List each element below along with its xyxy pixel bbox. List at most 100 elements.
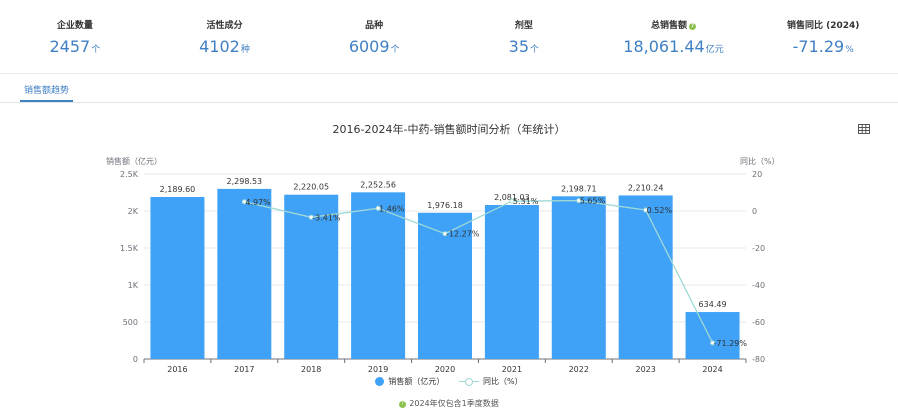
legend-label: 同比（%） xyxy=(482,377,523,386)
legend-label: 销售额（亿元） xyxy=(388,377,445,386)
yoy-label: 4.97% xyxy=(245,198,271,207)
stat-value-link[interactable]: 4102种 xyxy=(150,37,300,60)
tab-sales-trend[interactable]: 销售额趋势 xyxy=(20,84,74,102)
table-view-icon[interactable] xyxy=(858,124,870,134)
yoy-label: -71.29% xyxy=(714,339,748,348)
stat-dosage-forms: 剂型 35个 xyxy=(449,0,599,72)
bar-label: 2,298.53 xyxy=(227,177,263,186)
bar xyxy=(284,194,339,359)
stat-value: 35 xyxy=(508,37,530,56)
bar xyxy=(150,196,205,359)
bar-label: 2,210.24 xyxy=(628,183,664,192)
legend-item-yoy[interactable]: 同比（%） xyxy=(458,376,523,387)
stat-sales-yoy: 销售同比 (2024) -71.29% xyxy=(748,0,898,72)
y2-tick-label: -20 xyxy=(752,244,765,253)
stat-label: 剂型 xyxy=(514,21,533,31)
x-tick-label: 2017 xyxy=(234,365,254,374)
stat-total-sales: 总销售额? 18,061.44亿元 xyxy=(599,0,749,72)
yoy-label: -12.27% xyxy=(446,230,480,239)
legend-item-sales[interactable]: 销售额（亿元） xyxy=(375,376,444,387)
yoy-label: -3.41% xyxy=(312,213,341,222)
x-tick-label: 2021 xyxy=(502,365,522,374)
stat-value-row: 18,061.44亿元 xyxy=(599,37,749,60)
stat-label: 企业数量 xyxy=(56,21,93,31)
yoy-label: 5.31% xyxy=(513,197,539,206)
bar-label: 2,081.03 xyxy=(494,193,530,202)
y-tick-label: 500 xyxy=(123,318,138,327)
yoy-point xyxy=(308,214,314,220)
stat-value-link[interactable]: 6009个 xyxy=(299,37,449,60)
stat-value-link[interactable]: 2457个 xyxy=(0,37,150,60)
stat-unit: 亿元 xyxy=(705,45,724,55)
stat-label: 品种 xyxy=(365,21,384,31)
yoy-label: 0.52% xyxy=(647,206,673,215)
stat-unit: 个 xyxy=(390,45,400,55)
stat-label-row: 总销售额? xyxy=(599,20,749,32)
y-tick-label: 0 xyxy=(133,355,138,364)
x-tick-label: 2016 xyxy=(167,365,187,374)
chart-title: 2016-2024年-中药-销售额时间分析（年统计） xyxy=(332,123,566,136)
bar xyxy=(551,196,606,359)
y2-tick-label: 0 xyxy=(752,207,757,216)
chart-note: ! 2024年仅包含1季度数据 xyxy=(0,398,898,409)
y-tick-label: 1K xyxy=(128,281,139,290)
x-tick-label: 2020 xyxy=(435,365,455,374)
stat-label: 活性成分 xyxy=(206,21,243,31)
y-tick-label: 1.5K xyxy=(120,244,139,253)
x-tick-label: 2019 xyxy=(368,365,388,374)
chart-legend: 销售额（亿元） 同比（%） xyxy=(0,376,898,387)
x-tick-label: 2023 xyxy=(635,365,655,374)
bar-label: 634.49 xyxy=(699,300,727,309)
stat-value: 18,061.44 xyxy=(623,37,705,56)
x-tick-label: 2024 xyxy=(702,365,722,374)
stat-label: 销售同比 (2024) xyxy=(786,21,860,31)
y-axis-title: 销售额（亿元） xyxy=(106,156,162,166)
bar xyxy=(351,192,406,359)
stat-label: 总销售额 xyxy=(651,21,688,31)
info-icon: ! xyxy=(399,401,407,408)
bar-label: 2,189.60 xyxy=(160,185,196,194)
stat-value-link[interactable]: 35个 xyxy=(449,37,599,60)
yoy-point xyxy=(241,199,247,205)
y-tick-label: 2.5K xyxy=(120,170,139,179)
y2-tick-label: -40 xyxy=(752,281,765,290)
yoy-point xyxy=(375,205,381,211)
legend-line-swatch xyxy=(458,377,479,386)
note-text: 2024年仅包含1季度数据 xyxy=(409,399,499,408)
yoy-point xyxy=(643,207,649,213)
info-icon[interactable]: ? xyxy=(689,23,697,30)
stat-value: 4102 xyxy=(199,37,240,56)
tab-bar: 销售额趋势 xyxy=(0,82,898,103)
y2-tick-label: 20 xyxy=(752,170,762,179)
stats-bar: 企业数量 2457个 活性成分 4102种 品种 6009个 剂型 35个 总销… xyxy=(0,0,898,72)
y-tick-label: 2K xyxy=(128,207,139,216)
yoy-point xyxy=(710,340,716,346)
yoy-point xyxy=(576,198,582,204)
stat-varieties: 品种 6009个 xyxy=(299,0,449,72)
stat-unit: % xyxy=(845,45,854,55)
y2-axis-title: 同比（%） xyxy=(740,156,780,166)
bar xyxy=(618,195,673,359)
stat-unit: 个 xyxy=(530,45,540,55)
yoy-line xyxy=(244,199,714,344)
bar xyxy=(685,312,740,359)
stat-value: 2457 xyxy=(49,37,91,56)
divider xyxy=(0,73,898,74)
bar xyxy=(484,205,539,359)
yoy-label: 1.46% xyxy=(379,204,405,213)
y2-tick-label: -80 xyxy=(752,355,765,364)
stat-value-row: -71.29% xyxy=(748,37,898,60)
y2-tick-label: -60 xyxy=(752,318,765,327)
x-tick-label: 2018 xyxy=(301,365,321,374)
stat-value: 6009 xyxy=(348,37,390,56)
stat-enterprise-count: 企业数量 2457个 xyxy=(0,0,150,72)
stat-unit: 个 xyxy=(91,45,101,55)
bar xyxy=(418,212,472,359)
yoy-label: 5.65% xyxy=(580,197,606,206)
bar-label: 2,220.05 xyxy=(293,183,329,192)
bar-label: 2,198.71 xyxy=(561,184,597,193)
stat-unit: 种 xyxy=(240,45,250,55)
stat-active-ingredients: 活性成分 4102种 xyxy=(150,0,300,72)
yoy-point xyxy=(442,231,448,237)
